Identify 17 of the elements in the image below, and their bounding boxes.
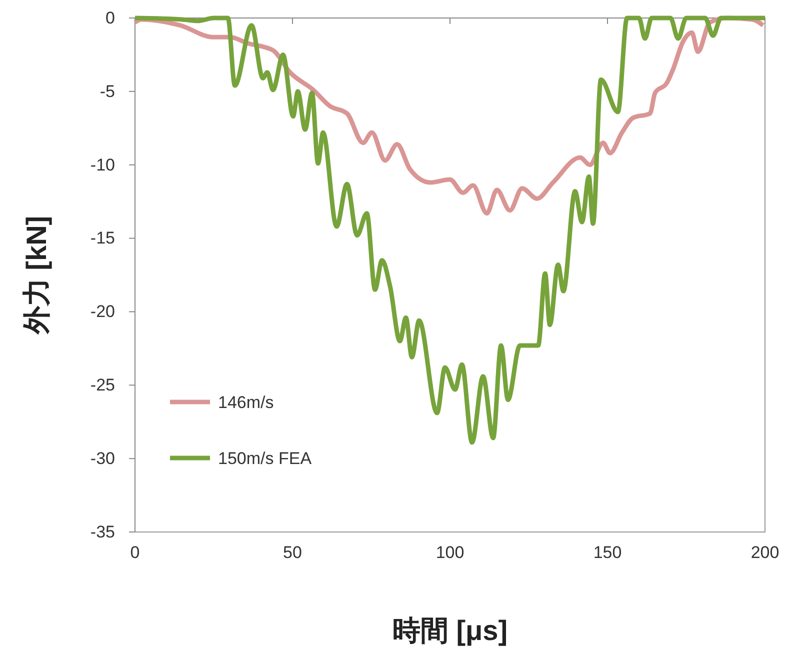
x-tick-label: 200	[750, 543, 780, 562]
y-tick-label: -10	[90, 155, 115, 174]
y-tick-label: 0	[106, 8, 115, 28]
x-axis-title: 時間 [μs]	[392, 615, 508, 646]
y-tick-label: -30	[90, 449, 115, 468]
y-axis-title: 外力 [kN]	[21, 216, 52, 336]
y-tick-label: -5	[100, 82, 115, 101]
legend-label: 146m/s	[218, 393, 274, 412]
x-tick-label: 0	[130, 543, 140, 562]
x-tick-label: 150	[593, 543, 622, 562]
y-tick-label: -20	[90, 302, 115, 322]
y-tick-label: -35	[90, 522, 115, 542]
legend-label: 150m/s FEA	[218, 449, 312, 468]
y-tick-label: -25	[90, 376, 115, 395]
x-tick-label: 100	[436, 543, 464, 562]
y-tick-label: -15	[90, 228, 115, 248]
x-tick-label: 50	[283, 543, 302, 562]
